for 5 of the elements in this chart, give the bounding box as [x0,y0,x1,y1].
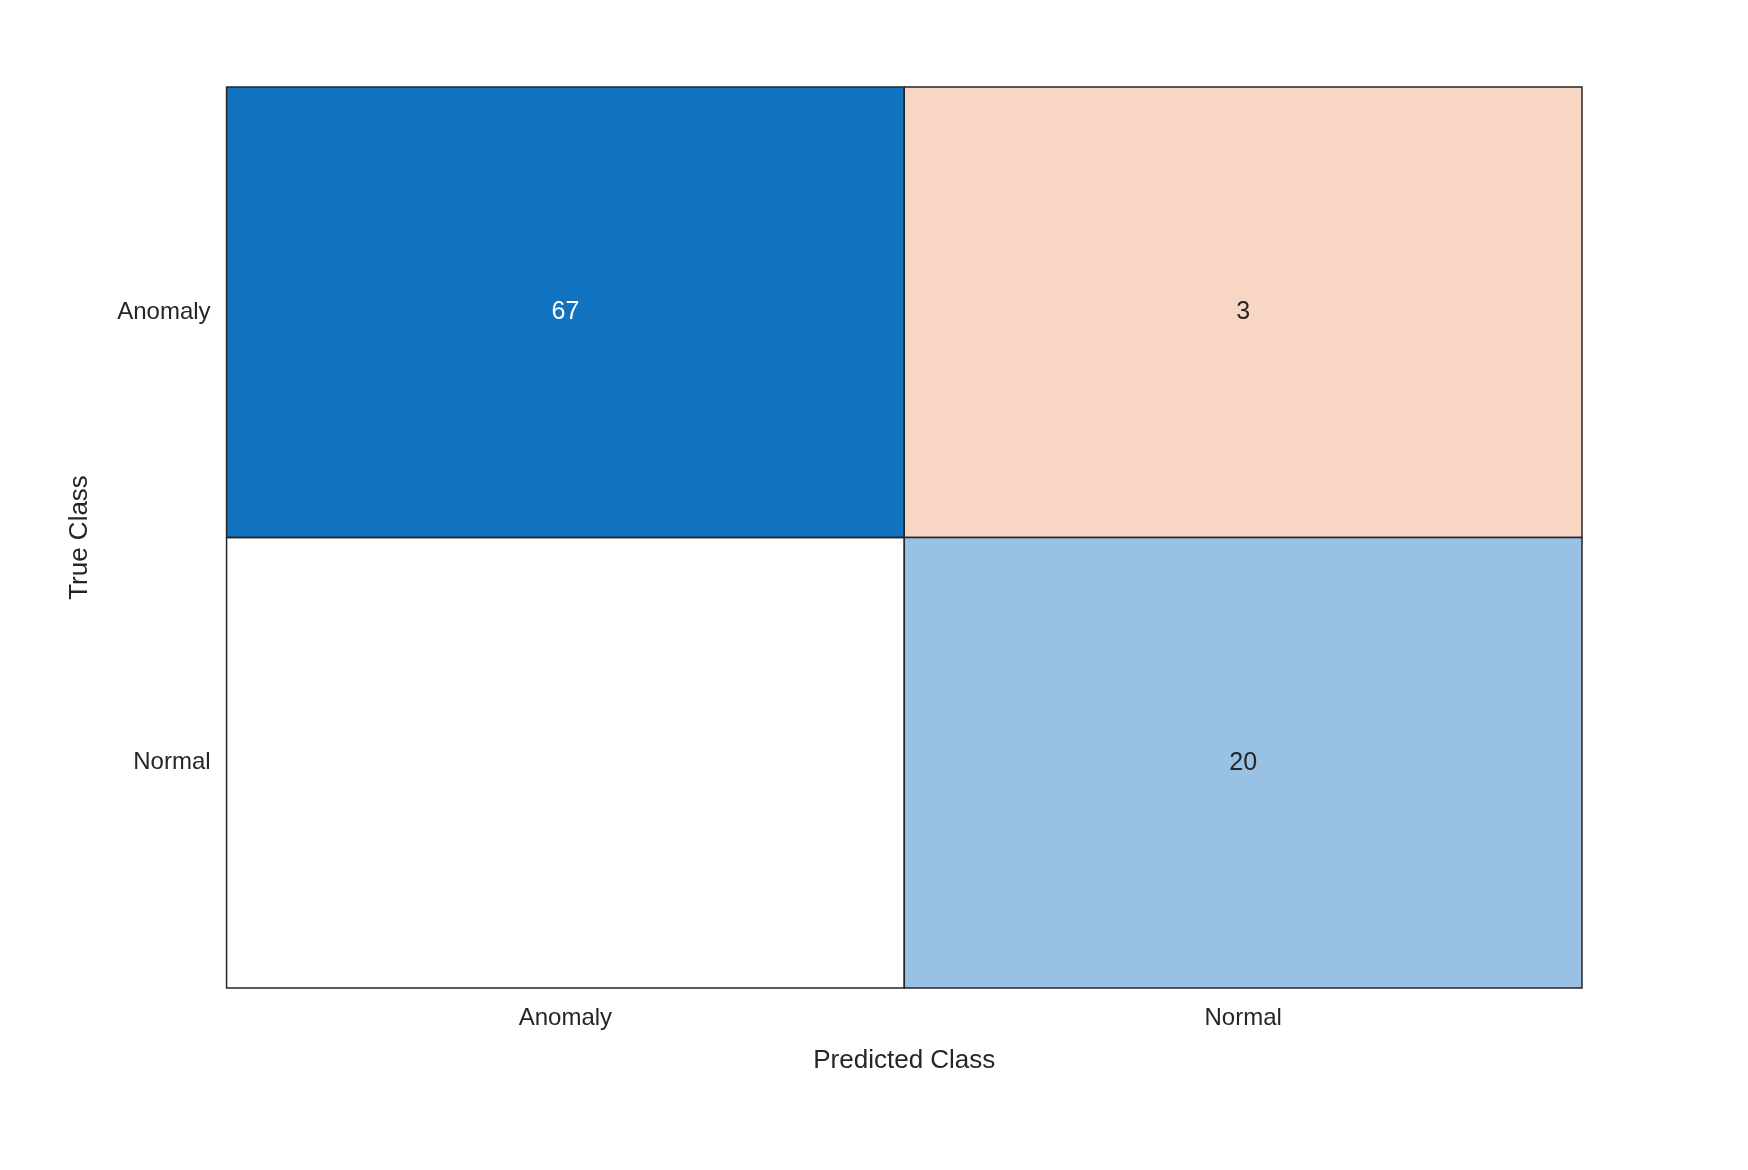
x-axis-title: Predicted Class [813,1043,996,1074]
y-axis-title: True Class [62,475,93,600]
data-label: 3 [1236,296,1251,325]
data-label: 20 [1229,746,1258,775]
data-label: 67 [551,296,580,325]
